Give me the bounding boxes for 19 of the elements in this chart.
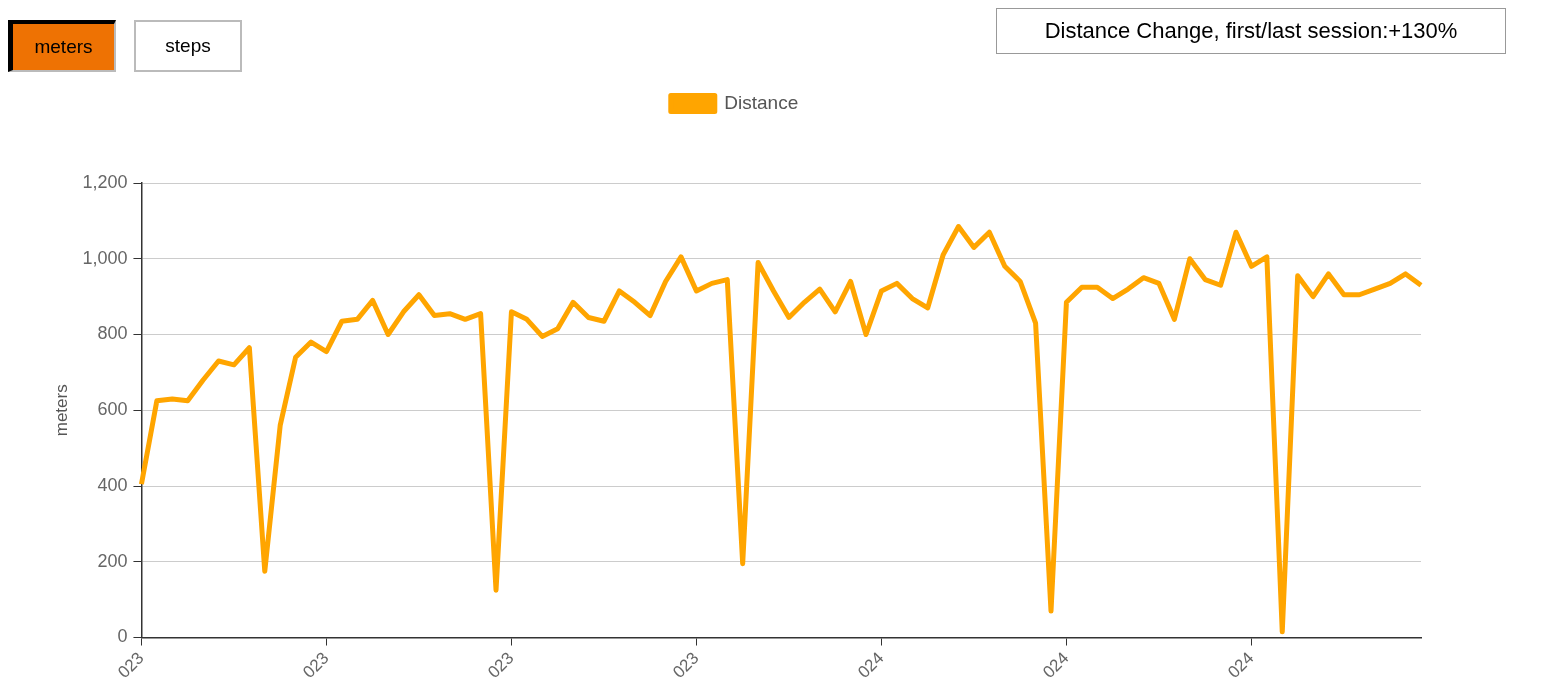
x-tick-label: 023	[484, 648, 518, 682]
x-tick-label: 024	[854, 648, 888, 682]
y-tick-label: 0	[117, 626, 128, 647]
x-tick-label: 024	[1224, 648, 1258, 682]
y-tick-label: 1,000	[82, 247, 128, 268]
y-tick-label: 1,200	[82, 171, 128, 192]
text: steps	[134, 20, 242, 72]
x-tick-label: 023	[114, 648, 148, 682]
text: meters	[8, 20, 116, 72]
x-tick-label: 023	[669, 648, 703, 682]
y-tick-label: 800	[97, 323, 128, 344]
y-axis-title: meters	[51, 384, 71, 437]
x-tick-label: 023	[299, 648, 333, 682]
y-tick-label: 200	[97, 550, 128, 571]
x-tick-label: 024	[1039, 648, 1073, 682]
legend-label: Distance	[724, 91, 799, 113]
text: Distance Change, first/last session:+130%	[996, 8, 1506, 54]
y-tick-label: 600	[97, 399, 128, 420]
y-tick-label: 400	[97, 474, 128, 495]
